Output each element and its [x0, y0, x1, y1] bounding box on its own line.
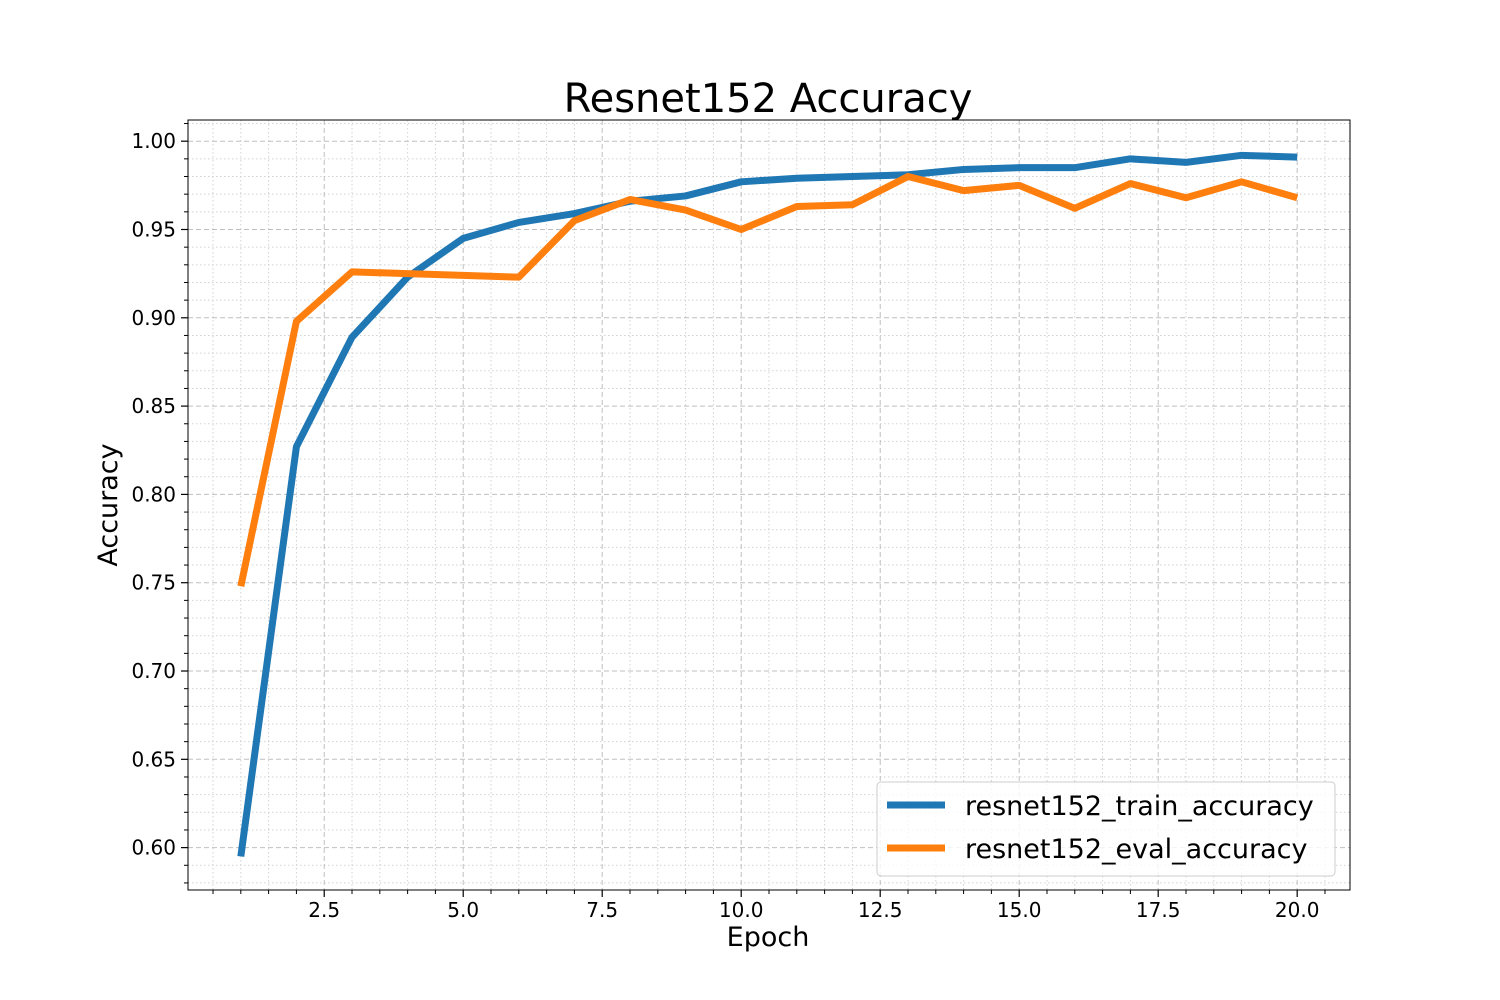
- x-tick-label: 5.0: [447, 898, 479, 922]
- x-tick-label: 10.0: [719, 898, 764, 922]
- y-tick-label: 1.00: [131, 129, 176, 153]
- y-tick-label: 0.70: [131, 659, 176, 683]
- legend-box: [876, 781, 1336, 877]
- x-tick-label: 17.5: [1136, 898, 1181, 922]
- y-tick-label: 0.95: [131, 217, 176, 241]
- y-axis-ticks: 0.60 0.65 0.70 0.75 0.80 0.85 0.90 0.95 1.00: [131, 123, 188, 884]
- x-tick-label: 2.5: [308, 898, 340, 922]
- x-axis-label: Epoch: [727, 922, 810, 953]
- minor-grid: [188, 120, 1350, 890]
- y-tick-label: 0.80: [131, 482, 176, 506]
- legend: resnet152_train_accuracy resnet152_eval_a…: [876, 781, 1336, 877]
- x-tick-label: 15.0: [997, 898, 1042, 922]
- y-axis-label: Accuracy: [93, 443, 124, 566]
- series-line-eval: [237, 173, 1299, 587]
- y-tick-label: 0.75: [131, 571, 176, 595]
- y-tick-label: 0.60: [131, 836, 176, 860]
- legend-label: resnet152_eval_accuracy: [965, 834, 1308, 865]
- legend-label: resnet152_train_accuracy: [965, 791, 1314, 822]
- x-tick-label: 12.5: [858, 898, 903, 922]
- x-tick-label: 20.0: [1275, 898, 1320, 922]
- x-axis-ticks: 2.5 5.0 7.5 10.0 12.5 15.0 17.5 20.0: [212, 890, 1326, 922]
- y-tick-label: 0.90: [131, 306, 176, 330]
- chart-title: Resnet152 Accuracy: [564, 76, 973, 122]
- series-lines: [237, 151, 1299, 857]
- major-grid: [188, 120, 1350, 890]
- y-tick-label: 0.85: [131, 394, 176, 418]
- x-tick-label: 7.5: [586, 898, 618, 922]
- y-tick-label: 0.65: [131, 747, 176, 771]
